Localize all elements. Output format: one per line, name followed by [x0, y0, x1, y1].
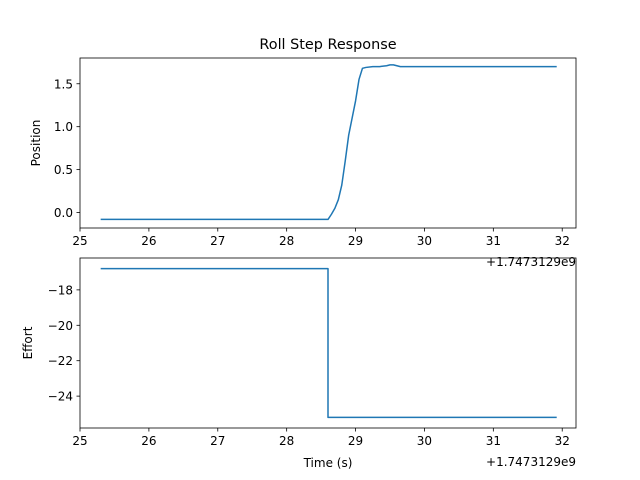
x-tick-label: 26: [141, 434, 156, 448]
x-tick-label: 32: [555, 434, 570, 448]
y-tick-label: 1.5: [54, 77, 73, 91]
y-axis-label: Position: [29, 120, 43, 167]
x-offset-label: +1.7473129e9: [486, 255, 576, 269]
x-tick-label: 26: [141, 234, 156, 248]
x-tick-label: 31: [486, 434, 501, 448]
series-line: [100, 64, 557, 221]
x-tick-label: 32: [555, 234, 570, 248]
series-line: [100, 267, 557, 419]
axes-frame: [79, 57, 577, 229]
effort-axes: 25 26 27 28 29 30 31 32 −18 −20 −22 −24 Effort Time (…: [21, 257, 577, 470]
x-tick-label: 30: [417, 434, 432, 448]
y-axis-label: Effort: [21, 326, 35, 359]
y-tick-label: −20: [48, 319, 73, 333]
x-tick-label: 27: [210, 234, 225, 248]
y-tick-label: 1.0: [54, 120, 73, 134]
axes-frame: [79, 257, 577, 429]
y-tick-label: −22: [48, 354, 73, 368]
x-tick-label: 28: [279, 434, 294, 448]
x-tick-label: 29: [348, 234, 363, 248]
position-axes: 25 26 27 28 29 30 31 32 0.0 0.5 1.0 1.5 Roll Step Re…: [29, 37, 577, 269]
y-tick-label: 0.0: [54, 206, 73, 220]
y-tick-label: −18: [48, 283, 73, 297]
chart-title: Roll Step Response: [259, 37, 396, 53]
x-tick-label: 27: [210, 434, 225, 448]
x-tick-label: 29: [348, 434, 363, 448]
x-tick-label: 28: [279, 234, 294, 248]
y-tick-label: 0.5: [54, 163, 73, 177]
x-tick-label: 25: [72, 234, 87, 248]
x-tick-label: 30: [417, 234, 432, 248]
x-axis-label: Time (s): [303, 456, 353, 470]
y-tick-label: −24: [48, 390, 73, 404]
x-tick-label: 31: [486, 234, 501, 248]
x-tick-label: 25: [72, 434, 87, 448]
x-offset-label: +1.7473129e9: [486, 455, 576, 469]
